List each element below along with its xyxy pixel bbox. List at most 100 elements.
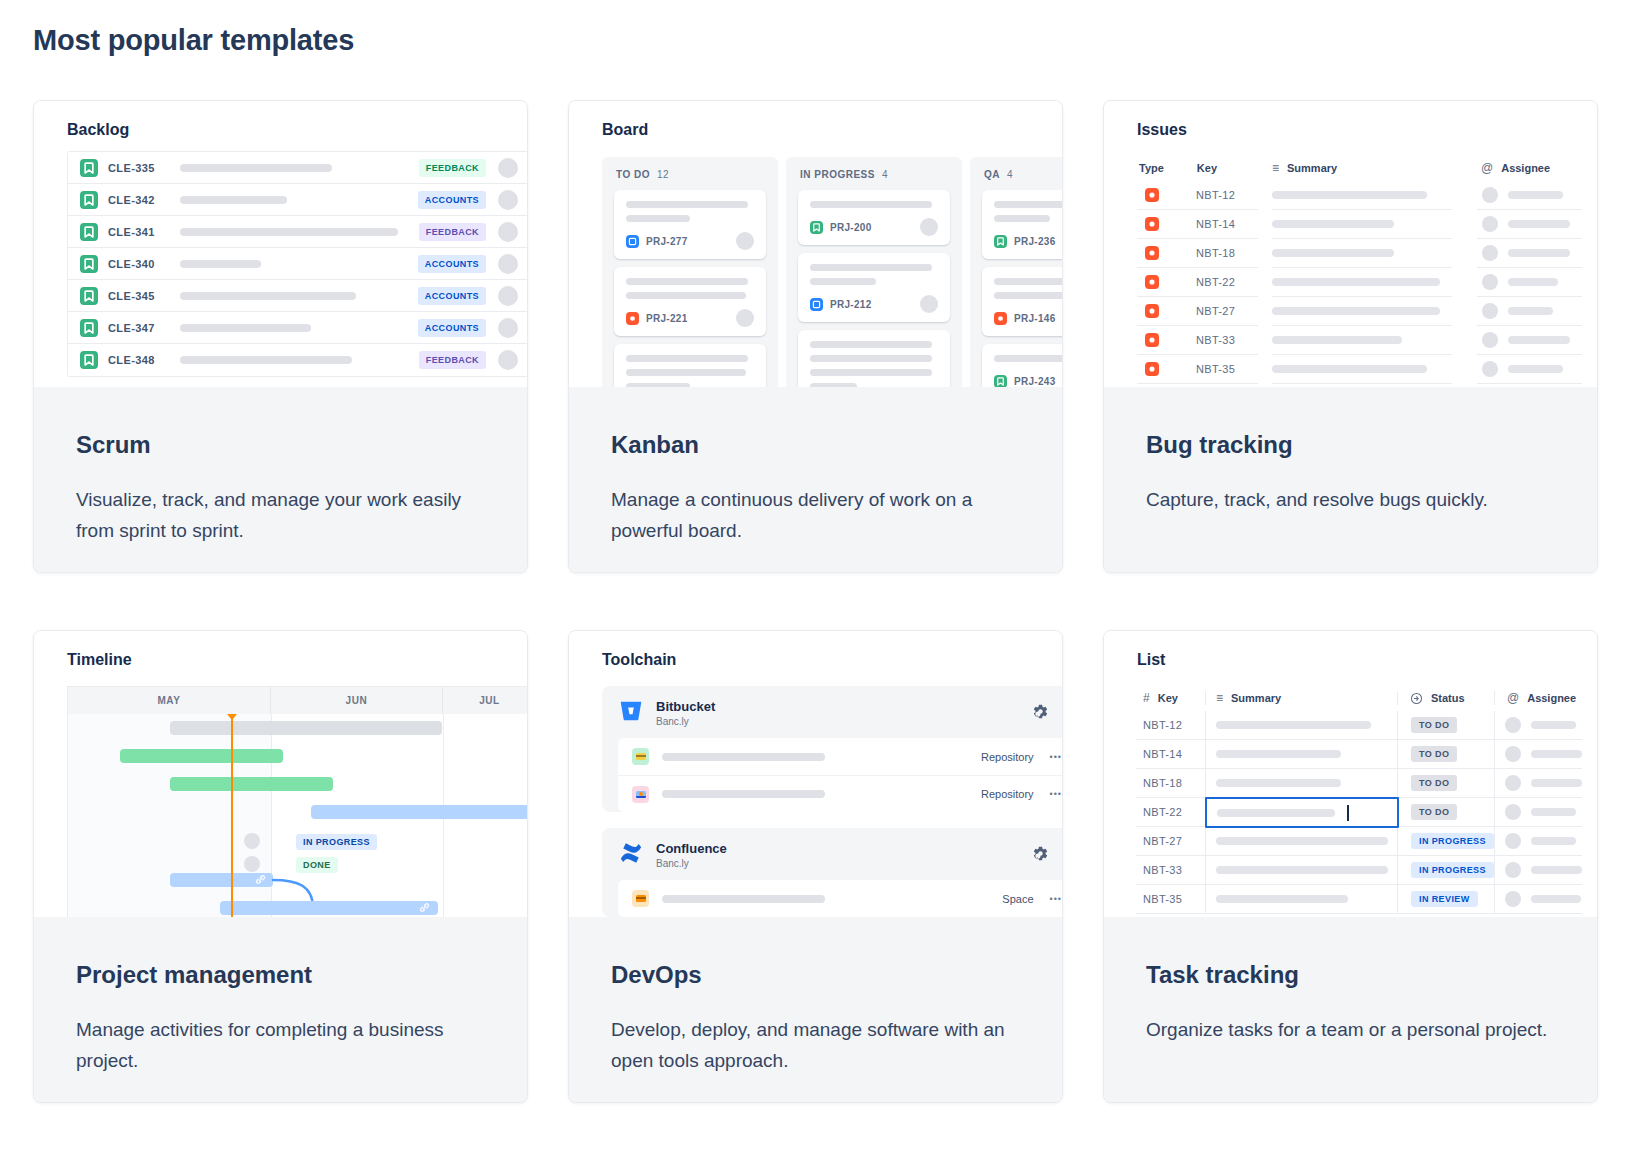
text-cursor	[1347, 805, 1349, 821]
more-icon[interactable]: •••	[1050, 789, 1062, 799]
selected-summary-cell[interactable]	[1205, 797, 1399, 828]
column-name: IN PROGRESS	[800, 169, 875, 180]
more-icon[interactable]: •••	[1050, 894, 1062, 904]
issue-row: NBT-22	[1137, 268, 1584, 297]
issue-type-key-cell: NBT-14	[1137, 210, 1258, 239]
avatar	[1505, 746, 1521, 762]
assignee-placeholder-bar	[1508, 307, 1553, 315]
col-header-status: Status	[1431, 692, 1465, 704]
page-title: Most popular templates	[33, 24, 1630, 57]
summary-placeholder-bar	[1272, 336, 1402, 344]
issue-summary-cell	[1272, 181, 1452, 210]
issue-key: NBT-27	[1196, 305, 1235, 317]
list-key-cell: NBT-27	[1136, 827, 1205, 856]
list-header-row: #Key≡SummaryStatus@Assignee	[1136, 685, 1582, 711]
issue-key: NBT-22	[1143, 806, 1182, 818]
avatar	[1505, 775, 1521, 791]
status-badge: TO DO	[1411, 717, 1457, 733]
avatar	[498, 286, 518, 306]
avatar	[1505, 833, 1521, 849]
template-description-kanban: Manage a continuous delivery of work on …	[611, 485, 1022, 547]
summary-lines-icon: ≡	[1272, 161, 1279, 175]
list-key-cell: NBT-12	[1136, 711, 1205, 740]
list-key-cell: NBT-35	[1136, 885, 1205, 914]
issue-summary-cell	[1272, 297, 1452, 326]
board-column-header: QA4	[984, 169, 1062, 180]
status-badge: IN PROGRESS	[1411, 862, 1494, 878]
epic-badge: ACCOUNTS	[418, 287, 486, 305]
bug-icon	[1145, 275, 1159, 289]
toolchain-tool: BitbucketBanc.ly+Repository•••Repository…	[602, 686, 1062, 812]
issues-header-row: TypeKey≡Summary@Assignee	[1137, 155, 1584, 181]
list-assignee-cell	[1494, 769, 1582, 798]
placeholder-bar	[994, 355, 1062, 362]
tool-item-row: Repository•••	[618, 738, 1062, 775]
issue-assignee-cell	[1477, 326, 1582, 355]
list-summary-cell	[1205, 769, 1397, 798]
list-key-cell: NBT-18	[1136, 769, 1205, 798]
board-card: PRJ-290	[614, 344, 766, 387]
gear-icon[interactable]	[1032, 703, 1049, 724]
item-avatar-icon	[632, 890, 649, 907]
placeholder-bar	[626, 355, 748, 362]
template-card-task-tracking[interactable]: List #Key≡SummaryStatus@AssigneeNBT-12TO…	[1103, 630, 1598, 1103]
col-header-summary: Summary	[1231, 692, 1281, 704]
epic-badge: FEEDBACK	[419, 159, 486, 177]
gantt-bar-green	[120, 749, 283, 763]
item-type-label: Space	[1002, 893, 1033, 905]
summary-placeholder-bar	[180, 324, 311, 332]
issue-assignee-cell	[1477, 239, 1582, 268]
avatar	[498, 350, 518, 370]
list-table: #Key≡SummaryStatus@AssigneeNBT-12TO DONB…	[1136, 685, 1582, 914]
list-assignee-cell	[1494, 740, 1582, 769]
bug-tracking-footer: Bug tracking Capture, track, and resolve…	[1104, 387, 1597, 572]
avatar	[498, 222, 518, 242]
issue-assignee-cell	[1477, 181, 1582, 210]
avatar	[1482, 245, 1498, 261]
scrum-footer: Scrum Visualize, track, and manage your …	[34, 387, 527, 572]
header-summary: ≡Summary	[1272, 155, 1452, 181]
story-icon	[994, 235, 1007, 248]
gear-icon[interactable]	[1032, 845, 1049, 866]
status-badge: IN REVIEW	[1411, 891, 1478, 907]
board-card: PRJ-221	[614, 267, 766, 336]
template-description-scrum: Visualize, track, and manage your work e…	[76, 485, 487, 547]
more-icon[interactable]: •••	[1050, 752, 1062, 762]
timeline-preview: Timeline MAY JUN JUL	[34, 631, 527, 917]
avatar	[1482, 332, 1498, 348]
summary-lines-icon: ≡	[1216, 691, 1223, 705]
tool-names: ConfluenceBanc.ly	[656, 841, 727, 869]
placeholder-bar	[810, 201, 932, 208]
issue-type-key-cell: NBT-12	[1137, 181, 1258, 210]
item-placeholder-bar	[662, 895, 825, 903]
header-type-key: TypeKey	[1137, 155, 1258, 181]
tool-name: Confluence	[656, 841, 727, 856]
board-card-footer: PRJ-212	[810, 295, 938, 313]
issue-key: PRJ-236	[1014, 236, 1056, 247]
today-marker-triangle	[227, 714, 237, 720]
placeholder-bar	[810, 264, 932, 271]
template-card-kanban[interactable]: Board TO DO12PRJ-277PRJ-221PRJ-290IN PRO…	[568, 100, 1063, 573]
scrum-preview: Backlog CLE-335FEEDBACKCLE-342ACCOUNTSCL…	[34, 101, 527, 387]
avatar	[498, 190, 518, 210]
placeholder-bar	[810, 355, 932, 362]
template-card-project-management[interactable]: Timeline MAY JUN JUL	[33, 630, 528, 1103]
backlog-row: CLE-335FEEDBACK	[68, 152, 527, 184]
template-card-bug-tracking[interactable]: Issues TypeKey≡Summary@AssigneeNBT-12NBT…	[1103, 100, 1598, 573]
template-card-scrum[interactable]: Backlog CLE-335FEEDBACKCLE-342ACCOUNTSCL…	[33, 100, 528, 573]
list-row: NBT-12 TO DO	[1136, 711, 1582, 740]
item-placeholder-bar	[662, 753, 825, 761]
issue-type-key-cell: NBT-22	[1137, 268, 1258, 297]
board-column: IN PROGRESS4PRJ-200PRJ-212PRJ-213	[786, 157, 962, 387]
tool-names: BitbucketBanc.ly	[656, 699, 715, 727]
assignee-placeholder-bar	[1531, 837, 1576, 845]
issue-key: PRJ-243	[1014, 376, 1056, 387]
avatar	[244, 856, 260, 872]
gantt-bar-gray	[170, 721, 442, 735]
tool-actions: +	[1032, 845, 1062, 866]
placeholder-bar	[994, 278, 1062, 285]
board-column: QA4PRJ-236PRJ-146PRJ-243	[970, 157, 1062, 387]
issue-key: NBT-18	[1196, 247, 1235, 259]
template-card-devops[interactable]: Toolchain BitbucketBanc.ly+Repository•••…	[568, 630, 1063, 1103]
story-icon	[80, 287, 98, 305]
